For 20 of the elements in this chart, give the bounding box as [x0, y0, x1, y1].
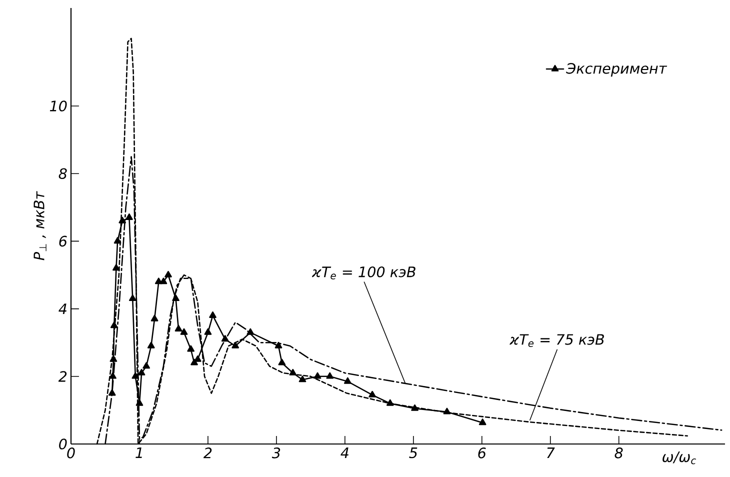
x-tick-label: 7	[547, 448, 555, 458]
y-tick-label: 2	[58, 371, 67, 382]
x-tick-label: 2	[203, 448, 212, 458]
x-tick-label: 6	[478, 448, 486, 458]
x-axis-title: ω/ω$_{c}$	[662, 452, 696, 464]
x-tick-label: 4	[340, 448, 348, 458]
x-tick-label: 8	[614, 448, 623, 458]
y-tick-label: 8	[58, 168, 67, 180]
y-tick-label: 6	[59, 236, 67, 247]
x-tick-label: 3	[272, 448, 280, 458]
x-tick-label: 1	[136, 448, 142, 458]
y-tick-label: 10	[50, 100, 67, 112]
annotation: ϰT$_{e}$ = 100 кэВ	[312, 266, 416, 280]
x-tick-label: 5	[409, 448, 418, 458]
x-tick-label: 0	[67, 448, 75, 458]
legend-label: Эксперимент	[566, 62, 668, 77]
y-tick-label: 4	[58, 304, 66, 314]
y-tick-label: 0	[59, 438, 67, 450]
annotation: ϰT$_{e}$ = 75 кэВ	[510, 334, 604, 347]
y-axis-title: P$_{⊥}$ , мкВт	[34, 191, 46, 260]
